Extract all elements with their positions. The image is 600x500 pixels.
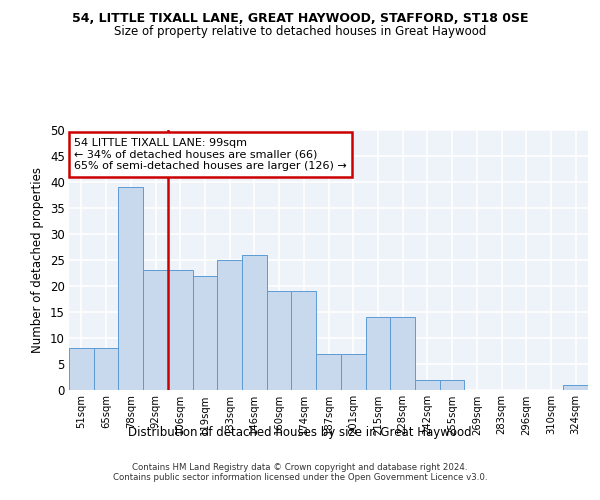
Bar — [390, 317, 415, 390]
Bar — [440, 380, 464, 390]
Bar — [267, 291, 292, 390]
Bar — [242, 255, 267, 390]
Bar — [118, 187, 143, 390]
Bar — [316, 354, 341, 390]
Text: 54, LITTLE TIXALL LANE, GREAT HAYWOOD, STAFFORD, ST18 0SE: 54, LITTLE TIXALL LANE, GREAT HAYWOOD, S… — [72, 12, 528, 26]
Text: 54 LITTLE TIXALL LANE: 99sqm
← 34% of detached houses are smaller (66)
65% of se: 54 LITTLE TIXALL LANE: 99sqm ← 34% of de… — [74, 138, 347, 171]
Bar — [415, 380, 440, 390]
Bar — [143, 270, 168, 390]
Bar — [563, 385, 588, 390]
Bar — [193, 276, 217, 390]
Text: Distribution of detached houses by size in Great Haywood: Distribution of detached houses by size … — [128, 426, 472, 439]
Bar — [217, 260, 242, 390]
Bar — [341, 354, 365, 390]
Bar — [292, 291, 316, 390]
Bar — [365, 317, 390, 390]
Bar — [69, 348, 94, 390]
Text: Contains HM Land Registry data © Crown copyright and database right 2024.
Contai: Contains HM Land Registry data © Crown c… — [113, 463, 487, 482]
Bar — [168, 270, 193, 390]
Y-axis label: Number of detached properties: Number of detached properties — [31, 167, 44, 353]
Bar — [94, 348, 118, 390]
Text: Size of property relative to detached houses in Great Haywood: Size of property relative to detached ho… — [114, 25, 486, 38]
